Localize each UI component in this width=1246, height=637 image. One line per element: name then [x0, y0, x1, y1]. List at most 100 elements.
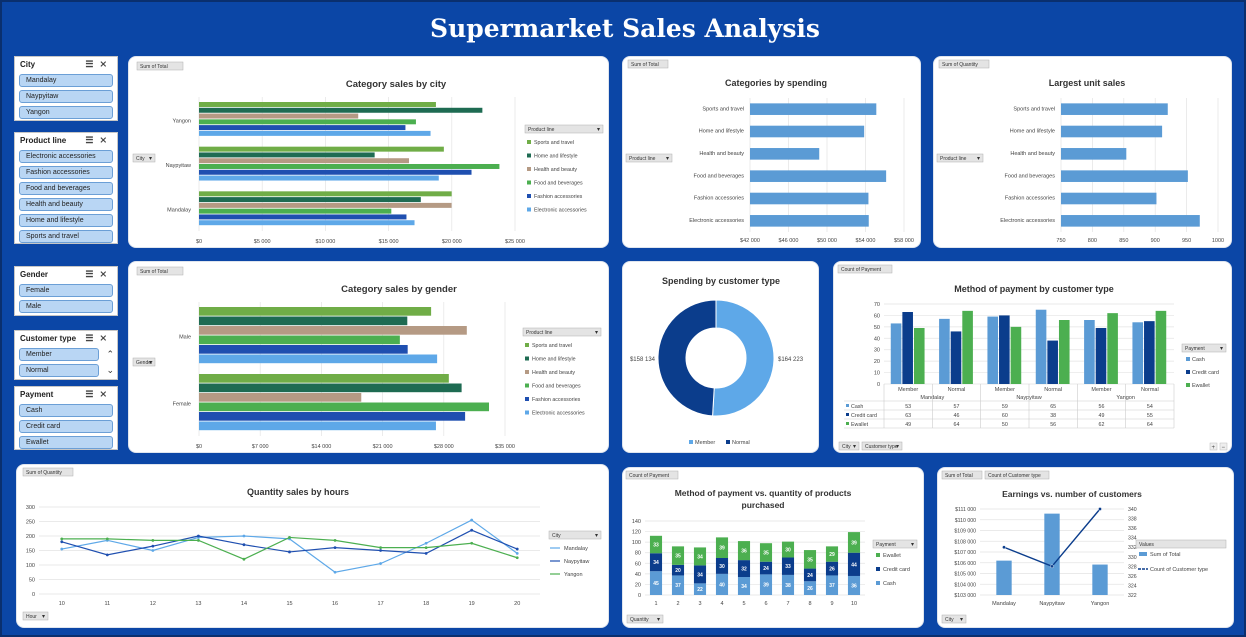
scroll-up-icon[interactable]: ⌃: [106, 349, 114, 359]
line-ly[interactable]: [61, 536, 518, 560]
bar-credit[interactable]: [803, 568, 817, 582]
filter-icons[interactable]: ☰⨯: [85, 135, 113, 145]
bar-elec[interactable]: [199, 130, 431, 136]
axis-field-button[interactable]: [838, 441, 860, 451]
point-lm[interactable]: [515, 552, 519, 555]
bar-elec[interactable]: [199, 220, 415, 226]
slicer-item[interactable]: Female: [19, 284, 113, 297]
bar-sports[interactable]: [199, 102, 436, 107]
bar-cash[interactable]: [693, 583, 707, 595]
bar-cash[interactable]: [939, 318, 950, 384]
bar-ewallet[interactable]: [649, 535, 663, 554]
bar[interactable]: [1061, 215, 1200, 227]
bar-credit[interactable]: [759, 561, 773, 575]
bar-ewallet[interactable]: [962, 310, 973, 384]
chart-payment-by-customer-type[interactable]: Count of Payment Method of payment by cus…: [833, 261, 1232, 453]
bar-cash[interactable]: [1035, 309, 1047, 384]
bar-home[interactable]: [199, 152, 375, 158]
bar-ewallet[interactable]: [803, 550, 817, 569]
slicer-item[interactable]: Male: [19, 300, 113, 313]
chart-spending-by-customer-type[interactable]: Spending by customer type 499 501 $158 134 $…: [622, 261, 819, 453]
axis-field-button[interactable]: [132, 153, 156, 163]
axis-field-button[interactable]: [22, 611, 49, 621]
field-button[interactable]: [22, 467, 74, 477]
bar-cash[interactable]: [803, 581, 817, 595]
point-ly[interactable]: [197, 538, 200, 542]
bar-cash[interactable]: [1132, 322, 1144, 384]
point-lm[interactable]: [424, 541, 428, 545]
point-ln[interactable]: [470, 528, 474, 532]
collapse-button[interactable]: [1219, 442, 1228, 451]
point-ln[interactable]: [242, 543, 246, 547]
slicer-item[interactable]: Sports and travel: [19, 230, 113, 243]
slicer-item[interactable]: Normal: [19, 364, 99, 377]
point-customers[interactable]: [1098, 507, 1102, 511]
bar-food[interactable]: [199, 164, 500, 169]
bar-ewallet[interactable]: [693, 547, 707, 566]
bar-ewallet[interactable]: [1010, 326, 1022, 384]
slicer-item[interactable]: Yangon: [19, 106, 113, 119]
bar-credit[interactable]: [950, 331, 962, 384]
expand-button[interactable]: [1209, 442, 1218, 451]
bar-home[interactable]: [199, 383, 462, 393]
bar-credit[interactable]: [781, 557, 795, 575]
point-ly[interactable]: [242, 557, 246, 561]
slicer-item[interactable]: Electronic accessories: [19, 150, 113, 163]
bar-credit[interactable]: [693, 565, 707, 584]
bar-ewallet[interactable]: [671, 546, 685, 565]
bar-fashion[interactable]: [199, 214, 407, 220]
bar-credit[interactable]: [671, 564, 685, 576]
legend-field-button[interactable]: [548, 530, 602, 540]
chart-categories-by-spending[interactable]: Sum of Total Categories by spending $42 00…: [622, 56, 921, 248]
bar-ewallet[interactable]: [847, 532, 861, 553]
legend-field-button[interactable]: [872, 539, 918, 549]
axis-field-button[interactable]: [941, 614, 967, 624]
bar-health[interactable]: [199, 158, 410, 164]
bar-fashion[interactable]: [199, 125, 406, 131]
bar[interactable]: [1061, 170, 1188, 182]
bar-sports[interactable]: [199, 146, 444, 152]
bar-ewallet[interactable]: [781, 541, 795, 558]
bar-ewallet[interactable]: [1058, 320, 1070, 384]
field-button[interactable]: [984, 470, 1050, 480]
slicer-item[interactable]: Home and lifestyle: [19, 214, 113, 227]
point-ln[interactable]: [288, 550, 291, 554]
axis-field-button[interactable]: [132, 357, 156, 367]
bar-fashion[interactable]: [199, 345, 408, 354]
bar-cash[interactable]: [649, 571, 663, 595]
bar-sports[interactable]: [199, 307, 432, 316]
bar[interactable]: [1092, 564, 1108, 595]
field-button[interactable]: [938, 59, 990, 69]
bar[interactable]: [750, 125, 865, 138]
point-ly[interactable]: [424, 546, 428, 549]
bar-fashion[interactable]: [199, 412, 466, 421]
bar-health[interactable]: [199, 326, 467, 335]
bar-sports[interactable]: [199, 191, 452, 197]
bar-credit[interactable]: [649, 553, 663, 572]
legend-field-button[interactable]: [522, 327, 602, 337]
chart-largest-unit-sales[interactable]: Sum of Quantity Largest unit sales 750 800 8…: [933, 56, 1232, 248]
filter-icons[interactable]: ☰⨯: [85, 269, 113, 279]
field-button[interactable]: [627, 59, 669, 69]
point-ly[interactable]: [151, 538, 155, 542]
point-ln[interactable]: [105, 553, 109, 557]
point-lm[interactable]: [60, 547, 64, 551]
point-ln[interactable]: [379, 549, 382, 552]
bar-elec[interactable]: [199, 175, 439, 181]
chart-category-sales-by-gender[interactable]: Sum of Total Category sales by gender $0 $7…: [128, 261, 609, 453]
point-ln[interactable]: [151, 544, 155, 548]
slicer-item[interactable]: Member: [19, 348, 99, 361]
field-button[interactable]: [136, 266, 184, 276]
legend-field-button[interactable]: [524, 124, 604, 134]
point-customers[interactable]: [1050, 564, 1054, 569]
point-ly[interactable]: [333, 538, 337, 542]
point-ln[interactable]: [333, 546, 337, 549]
slicer-item[interactable]: Health and beauty: [19, 198, 113, 211]
bar-fashion[interactable]: [199, 169, 472, 175]
bar[interactable]: [1044, 513, 1060, 595]
scroll-down-icon[interactable]: ⌄: [106, 365, 114, 375]
chart-earnings-vs-customers[interactable]: Sum of Total Count of Customer type Earnin…: [937, 467, 1234, 628]
axis-field-button[interactable]: [861, 441, 903, 451]
filter-icons[interactable]: ☰⨯: [85, 59, 113, 69]
bar-cash[interactable]: [987, 316, 999, 384]
